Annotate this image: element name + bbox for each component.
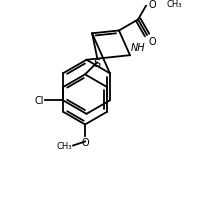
Text: O: O [81, 138, 89, 148]
Text: Cl: Cl [35, 96, 44, 106]
Text: O: O [148, 37, 156, 47]
Text: CH₃: CH₃ [57, 141, 72, 150]
Text: S: S [93, 59, 101, 69]
Text: CH₃: CH₃ [166, 0, 182, 9]
Text: O: O [148, 0, 156, 10]
Text: NH: NH [131, 43, 146, 53]
